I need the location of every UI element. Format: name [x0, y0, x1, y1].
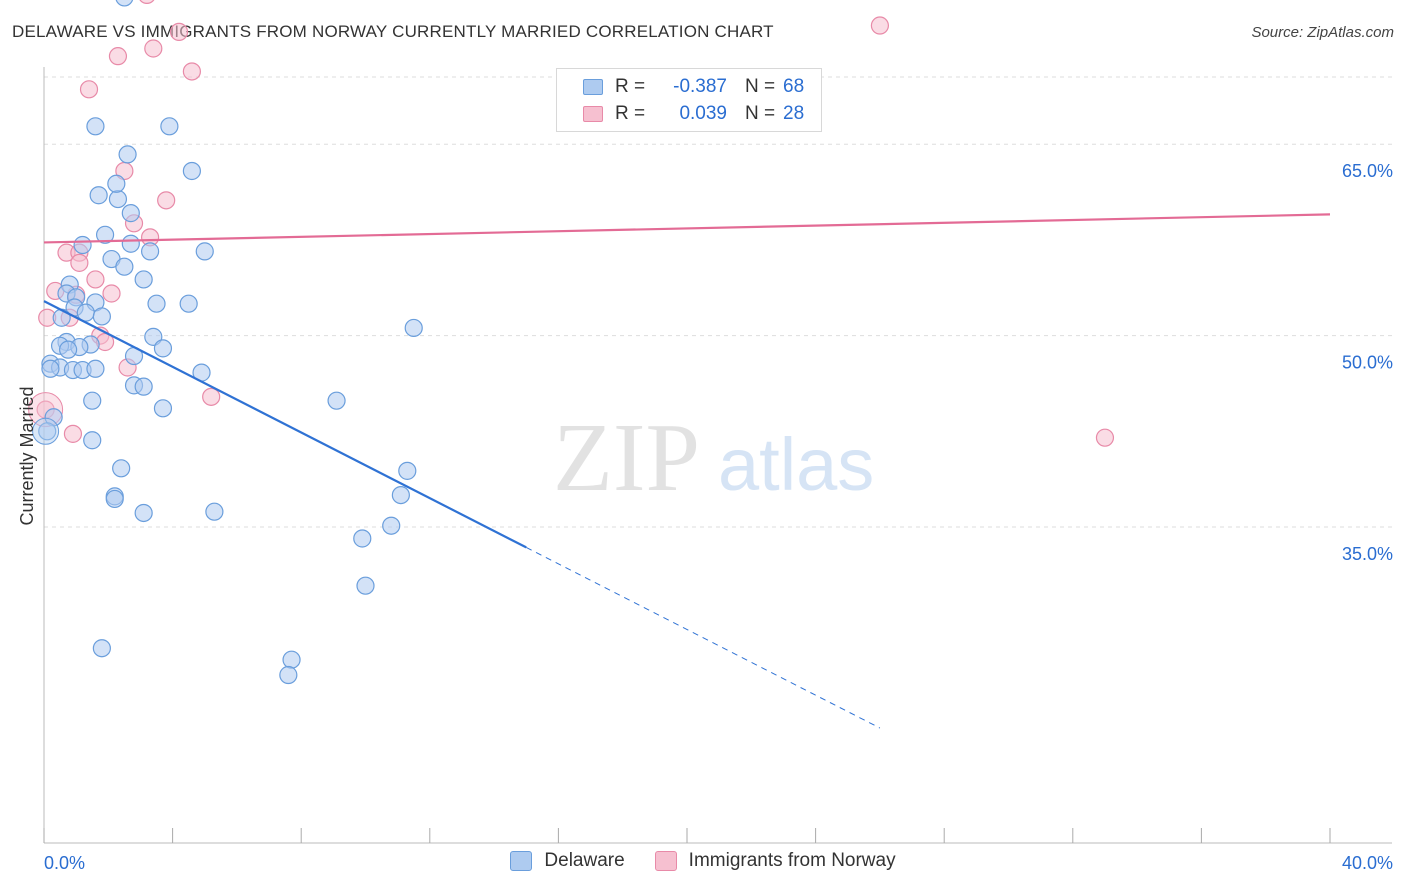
data-point	[404, 318, 423, 338]
data-point	[356, 576, 375, 595]
r-value: -0.387	[673, 76, 727, 97]
data-point	[70, 253, 89, 272]
data-point	[140, 242, 160, 261]
data-point-cluster	[32, 417, 60, 445]
delaware-swatch	[583, 79, 603, 95]
data-point	[153, 399, 173, 418]
norway-swatch	[583, 106, 603, 122]
r-label: R =	[615, 103, 646, 124]
data-point	[353, 529, 372, 548]
data-point	[86, 359, 105, 378]
tick-labels: 80.0%65.0%50.0%35.0%0.0%40.0%	[44, 161, 1393, 873]
legend-item-delaware[interactable]: Delaware	[510, 850, 625, 872]
data-point	[52, 308, 71, 327]
stats-row-delaware: R = -0.387 N = 68	[583, 74, 804, 100]
n-value: 68	[783, 76, 805, 97]
axes	[43, 67, 1392, 844]
data-point	[202, 387, 221, 406]
data-point	[108, 189, 128, 209]
data-point	[147, 294, 166, 313]
data-point	[95, 225, 115, 244]
data-point	[279, 665, 298, 685]
trend-line-delaware-extension	[526, 546, 881, 729]
data-point	[112, 459, 131, 478]
data-point	[121, 204, 140, 223]
data-point	[115, 257, 134, 276]
source-label: Source: ZipAtlas.com	[1251, 24, 1394, 41]
trend-line-delaware	[43, 300, 527, 549]
data-point	[134, 503, 153, 523]
data-point	[115, 0, 134, 7]
data-point	[160, 117, 179, 136]
data-point	[92, 639, 111, 658]
legend-label: Delaware	[544, 850, 625, 871]
trend-lines	[43, 213, 1331, 729]
data-point	[382, 516, 401, 535]
data-point	[182, 161, 201, 181]
norway-legend-swatch	[654, 851, 677, 871]
legend: Delaware Immigrants from Norway	[0, 850, 1406, 872]
series-delaware	[32, 0, 423, 685]
data-point	[83, 391, 102, 410]
legend-label: Immigrants from Norway	[688, 850, 896, 871]
stats-row-norway: R = 0.039 N = 28	[583, 101, 804, 127]
r-value: 0.039	[679, 103, 727, 124]
watermark-atlas: atlas	[718, 423, 874, 506]
legend-item-norway[interactable]: Immigrants from Norway	[654, 850, 896, 872]
watermark-zip: ZIP	[553, 404, 700, 512]
data-point	[870, 16, 890, 35]
delaware-legend-swatch	[510, 851, 533, 871]
trend-line-norway	[43, 213, 1331, 244]
data-point	[139, 0, 155, 5]
y-tick-label: 50.0%	[1342, 353, 1393, 373]
data-point	[79, 80, 99, 99]
x-tick-label: 40.0%	[1342, 853, 1393, 873]
y-tick-label: 35.0%	[1342, 544, 1393, 564]
data-point	[118, 145, 137, 164]
data-point	[63, 424, 83, 443]
data-point	[153, 339, 173, 358]
data-point	[102, 284, 121, 303]
data-point	[121, 234, 140, 253]
n-label: N =	[745, 76, 776, 97]
data-point	[282, 650, 301, 669]
r-label: R =	[615, 76, 646, 97]
data-point	[327, 391, 346, 410]
data-point	[134, 270, 153, 289]
data-point	[108, 47, 128, 66]
data-point	[107, 174, 126, 193]
data-point	[59, 340, 78, 359]
data-point	[398, 461, 417, 480]
data-point	[92, 307, 111, 326]
n-value: 28	[783, 103, 805, 124]
data-point	[157, 191, 176, 210]
data-point	[105, 489, 124, 509]
data-point	[38, 422, 57, 441]
data-point	[134, 377, 153, 396]
x-tick-label: 0.0%	[44, 853, 85, 873]
data-point	[205, 502, 224, 521]
data-point	[179, 294, 198, 313]
data-point	[144, 39, 163, 58]
data-point	[86, 270, 105, 289]
y-tick-label: 65.0%	[1342, 161, 1393, 181]
data-point	[195, 242, 214, 261]
data-point	[41, 359, 60, 378]
data-point	[89, 186, 108, 205]
data-point	[73, 235, 92, 255]
y-axis-label: Currently Married	[17, 386, 37, 525]
data-point	[1095, 428, 1115, 447]
n-label: N =	[745, 103, 776, 124]
data-point	[86, 117, 105, 136]
watermark: ZIP atlas	[553, 404, 874, 512]
stats-legend-box: R = -0.387 N = 68 R = 0.039 N = 28	[556, 68, 822, 132]
data-point	[83, 431, 102, 450]
data-point	[391, 486, 410, 505]
data-point	[169, 22, 189, 42]
chart-title: DELAWARE VS IMMIGRANTS FROM NORWAY CURRE…	[12, 22, 774, 41]
data-point	[182, 62, 201, 81]
